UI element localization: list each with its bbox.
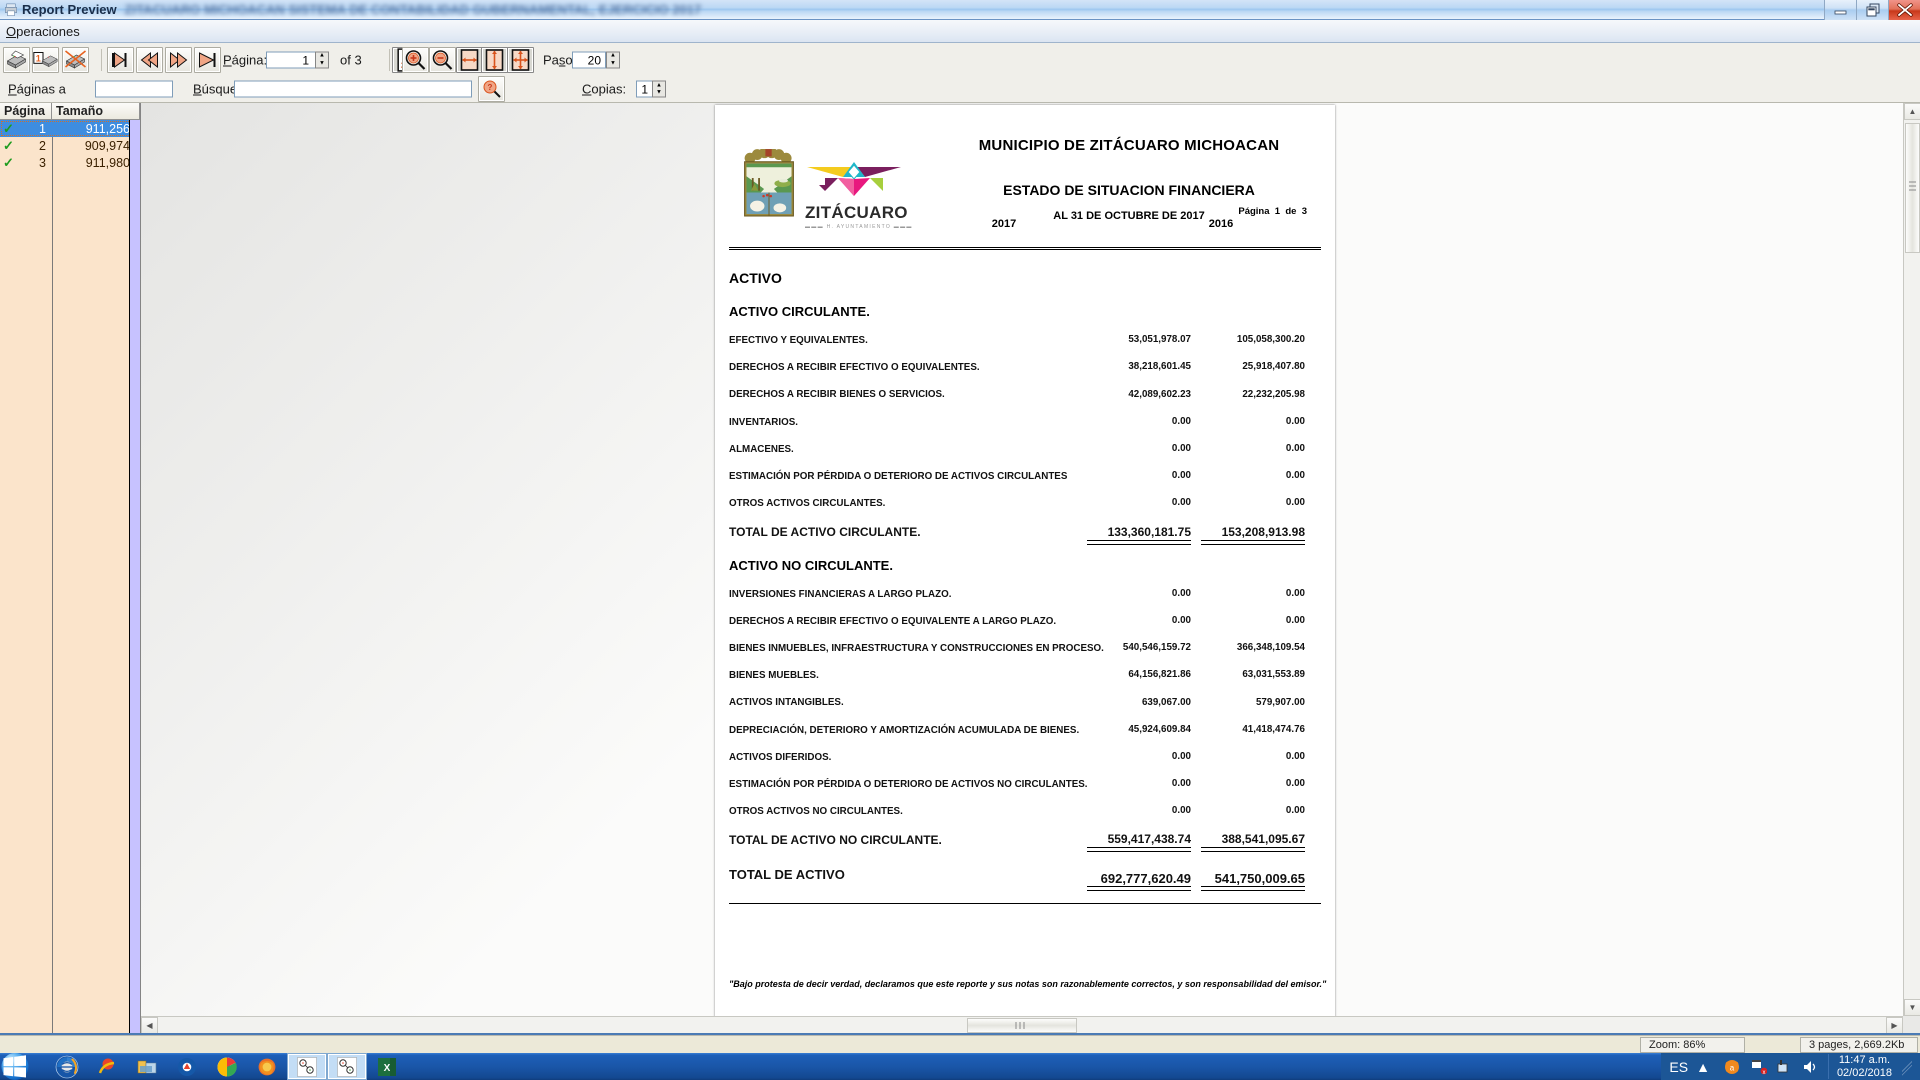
svg-text:x: x (1762, 1070, 1765, 1075)
svg-text:a: a (1730, 1063, 1735, 1072)
svg-text:X: X (384, 1063, 391, 1074)
svg-text:1: 1 (36, 53, 41, 63)
svg-text:?: ? (487, 83, 492, 92)
